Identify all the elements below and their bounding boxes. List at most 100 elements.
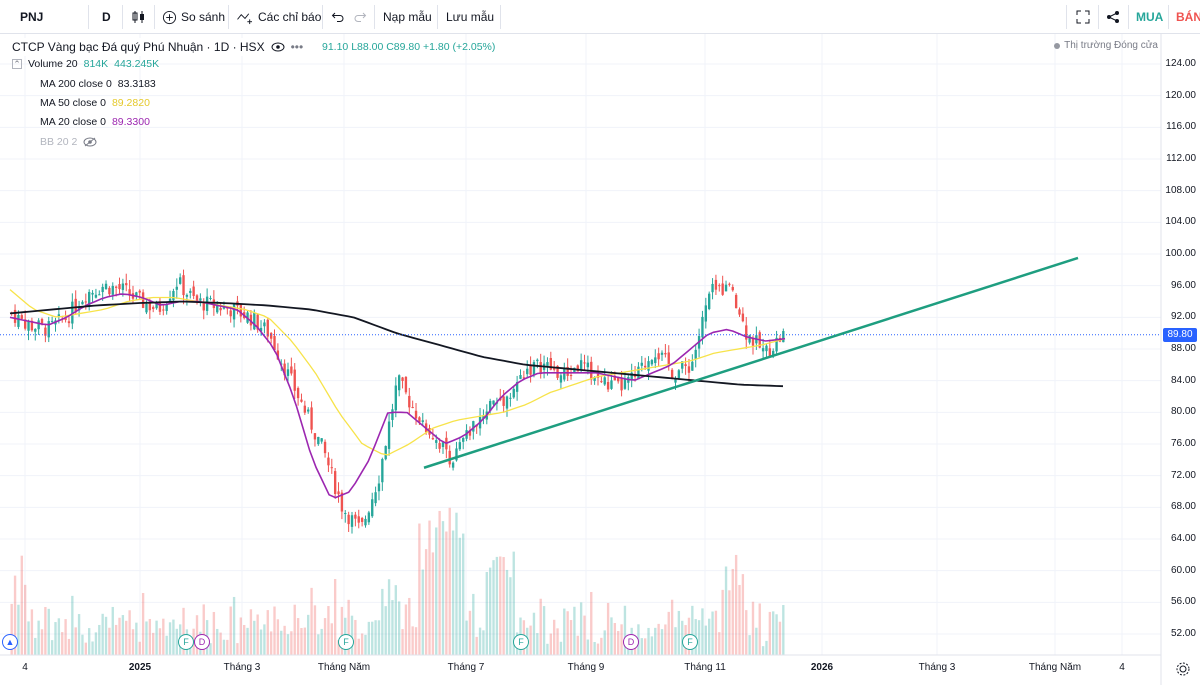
volume-bar <box>556 628 559 655</box>
legend-ma20[interactable]: MA 20 close 0 89.3300 <box>40 116 150 128</box>
candle-body <box>694 349 697 359</box>
volume-bar <box>101 613 104 655</box>
symbol-search[interactable]: PNJ <box>20 10 44 24</box>
volume-bar <box>492 560 495 655</box>
candle-body <box>728 283 731 285</box>
volume-bar <box>118 617 121 655</box>
dividend-badge-icon[interactable]: D <box>194 634 210 650</box>
candle-body <box>165 304 168 311</box>
collapse-chevron-icon[interactable]: ⌃ <box>12 59 22 69</box>
candle-body <box>414 410 418 419</box>
compare-button[interactable]: So sánh <box>162 0 225 34</box>
volume-bar <box>586 639 590 655</box>
legend-bb[interactable]: BB 20 2 <box>40 136 97 148</box>
financial-report-badge-icon[interactable]: F <box>682 634 698 650</box>
legend-volume[interactable]: ⌃ Volume 20 814K 443.245K <box>12 58 159 70</box>
candle-body <box>472 421 475 432</box>
financial-report-badge-icon[interactable]: F <box>178 634 194 650</box>
ma50-line <box>9 289 786 456</box>
hidden-eye-icon[interactable] <box>83 137 97 147</box>
candle-body <box>182 275 185 296</box>
toolbar-divider <box>154 5 155 29</box>
redo-button[interactable] <box>352 0 368 34</box>
buy-button[interactable]: MUA <box>1136 10 1164 24</box>
price-tick-label: 88.00 <box>1170 343 1196 354</box>
candle-body <box>249 314 253 326</box>
sell-button[interactable]: BÁN <box>1176 10 1200 24</box>
candle-body <box>175 286 178 290</box>
fullscreen-button[interactable] <box>1074 0 1092 34</box>
save-template-button[interactable]: Lưu mẫu <box>446 10 495 24</box>
volume-bar <box>657 623 660 655</box>
volume-bar <box>172 619 175 655</box>
indicators-button[interactable]: Các chỉ báo <box>236 0 321 34</box>
last-price-tag: 89.80 <box>1163 327 1197 342</box>
logo-badge-icon[interactable]: ▲ <box>2 634 18 650</box>
toolbar-divider <box>437 5 438 29</box>
volume-bar <box>135 622 138 655</box>
candle-body <box>310 407 313 430</box>
legend-label: Volume 20 <box>28 58 78 70</box>
financial-report-badge-icon[interactable]: F <box>513 634 529 650</box>
volume-bar <box>323 618 327 655</box>
volume-bar <box>283 625 286 655</box>
toolbar-divider <box>1168 5 1169 29</box>
volume-bar <box>509 577 512 655</box>
redo-icon <box>354 12 367 22</box>
eye-icon[interactable] <box>271 42 285 52</box>
volume-bar <box>34 637 37 655</box>
candle-style-button[interactable] <box>130 0 148 34</box>
fullscreen-icon <box>1076 10 1090 24</box>
volume-bar <box>357 638 360 655</box>
legend-label: MA 20 close 0 <box>40 116 106 128</box>
candle-body <box>630 372 633 380</box>
indicators-label: Các chỉ báo <box>258 10 322 24</box>
volume-bar <box>482 630 485 655</box>
share-button[interactable] <box>1104 0 1122 34</box>
candle-body <box>623 379 627 389</box>
candle-body <box>209 297 212 299</box>
volume-bar <box>660 629 664 655</box>
candle-body <box>556 365 559 378</box>
volume-bar <box>111 606 114 655</box>
ohlc-values: 91.10 L88.00 C89.80 +1.80 (+2.05%) <box>322 38 495 56</box>
candle-body <box>27 321 30 331</box>
volume-bar <box>128 610 131 655</box>
interval-selector[interactable]: D <box>102 10 111 24</box>
price-tick-label: 68.00 <box>1170 501 1196 513</box>
candle-body <box>84 301 87 303</box>
candle-body <box>677 370 681 379</box>
candle-body <box>178 277 182 284</box>
status-dot-icon <box>1054 42 1061 49</box>
volume-bar <box>529 625 532 655</box>
candle-body <box>751 338 755 346</box>
more-dots-icon[interactable]: ••• <box>290 40 304 54</box>
candle-body <box>239 304 242 317</box>
volume-bar <box>232 596 236 655</box>
volume-bar <box>337 640 340 655</box>
price-tick-label: 112.00 <box>1166 153 1196 164</box>
price-chart[interactable] <box>0 34 1200 685</box>
settings-button[interactable] <box>1174 660 1192 678</box>
volume-bar <box>748 635 751 655</box>
chart-grid <box>0 34 1161 655</box>
volume-bar <box>381 588 384 655</box>
toolbar-divider <box>1128 5 1129 29</box>
candle-body <box>313 433 317 440</box>
volume-bar <box>708 618 711 655</box>
legend-ma50[interactable]: MA 50 close 0 89.2820 <box>40 97 150 109</box>
legend-ma200[interactable]: MA 200 close 0 83.3183 <box>40 78 156 90</box>
toolbar-divider <box>88 5 89 29</box>
candlestick-icon <box>132 11 144 23</box>
volume-bar <box>583 615 586 655</box>
candle-body <box>138 290 141 293</box>
financial-report-badge-icon[interactable]: F <box>338 634 354 650</box>
volume-bar <box>664 624 667 655</box>
volume-bar <box>320 628 323 655</box>
price-tick-label: 60.00 <box>1170 564 1196 576</box>
candle-body <box>347 514 350 525</box>
volume-bar <box>229 606 232 655</box>
dividend-badge-icon[interactable]: D <box>623 634 639 650</box>
undo-button[interactable] <box>330 0 346 34</box>
load-template-button[interactable]: Nạp mẫu <box>383 10 432 24</box>
